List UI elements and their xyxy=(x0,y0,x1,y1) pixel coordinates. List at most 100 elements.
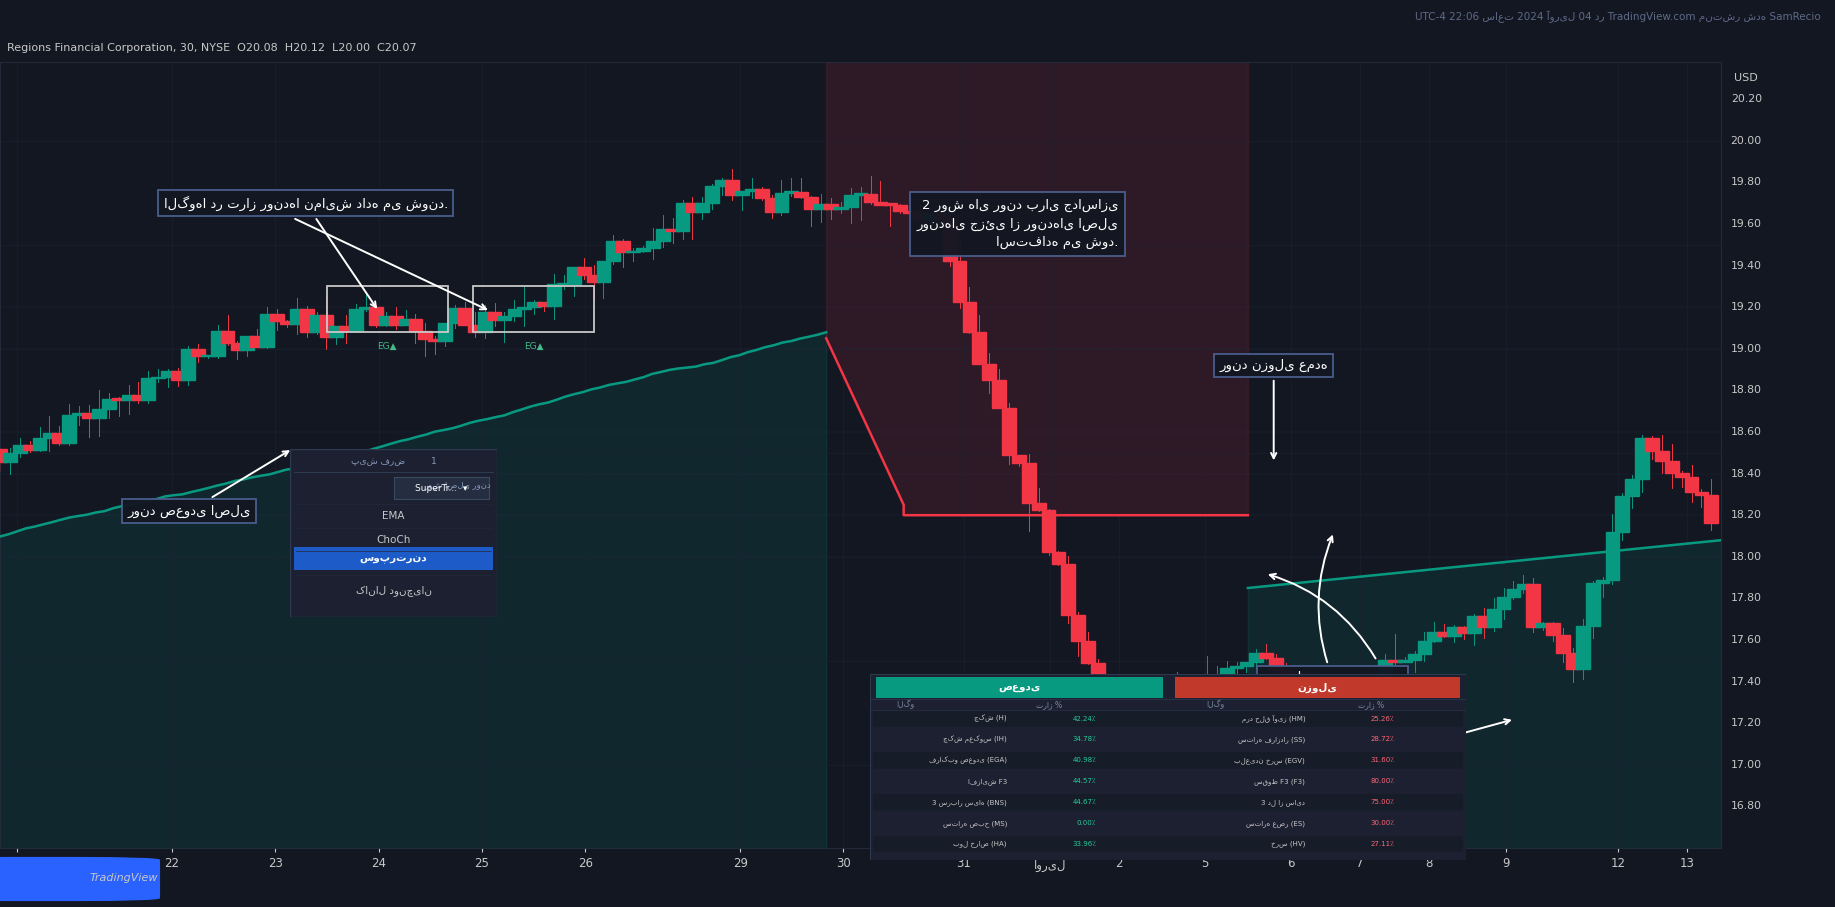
Text: SuperTr...  ▾: SuperTr... ▾ xyxy=(415,484,468,493)
FancyBboxPatch shape xyxy=(873,710,1462,727)
Text: ستاره صبح (MS): ستاره صبح (MS) xyxy=(943,820,1007,826)
Bar xyxy=(132,395,145,400)
Bar xyxy=(1457,628,1472,633)
Bar xyxy=(1428,632,1440,641)
Bar xyxy=(508,309,521,316)
Text: روند صعودی اصلی: روند صعودی اصلی xyxy=(128,451,288,518)
Bar xyxy=(1378,660,1391,678)
Text: 19.60: 19.60 xyxy=(1730,219,1762,229)
Text: 17.20: 17.20 xyxy=(1730,718,1762,728)
Bar xyxy=(1121,717,1134,734)
Bar xyxy=(152,376,165,378)
Bar xyxy=(103,399,116,409)
Bar xyxy=(1387,660,1402,662)
Bar xyxy=(1061,564,1075,615)
FancyBboxPatch shape xyxy=(870,674,1466,860)
Bar xyxy=(1308,677,1323,692)
Text: 40.98٪: 40.98٪ xyxy=(1072,757,1095,764)
Bar xyxy=(1141,713,1154,714)
Bar xyxy=(310,315,323,332)
Bar xyxy=(1191,682,1204,699)
Bar xyxy=(517,307,530,309)
Bar xyxy=(33,438,46,450)
Text: EMA: EMA xyxy=(382,511,406,522)
Bar xyxy=(389,316,402,325)
Bar xyxy=(1002,407,1017,455)
Text: تراز در داشبورد ردیابی
می شود.: تراز در داشبورد ردیابی می شود. xyxy=(1191,719,1510,801)
Bar xyxy=(339,326,352,331)
Bar xyxy=(1200,680,1213,682)
Bar xyxy=(894,205,906,211)
Bar xyxy=(587,275,600,282)
Bar xyxy=(439,323,451,341)
Bar xyxy=(1497,597,1510,609)
Text: 2 روش های روند برای جداسازی
روندهای جزئی از روندهای اصلی
استفاده می شود.: 2 روش های روند برای جداسازی روندهای جزئی… xyxy=(918,199,1119,249)
Bar xyxy=(4,453,17,462)
Text: الگو: الگو xyxy=(1207,700,1224,709)
Text: EG▲: EG▲ xyxy=(523,342,543,351)
Bar xyxy=(1250,653,1262,662)
Bar xyxy=(1448,628,1461,637)
Bar xyxy=(1229,666,1244,668)
Bar xyxy=(92,409,106,418)
Bar xyxy=(1279,670,1294,673)
Bar xyxy=(0,449,7,462)
Bar xyxy=(121,395,136,400)
Bar xyxy=(1536,623,1551,627)
Bar xyxy=(220,331,235,343)
Text: 19.20: 19.20 xyxy=(1730,302,1762,312)
FancyBboxPatch shape xyxy=(0,857,160,902)
Bar xyxy=(646,241,661,248)
Bar xyxy=(655,229,670,241)
Bar xyxy=(398,319,413,325)
Bar xyxy=(1160,687,1174,711)
Text: چکش (H): چکش (H) xyxy=(974,715,1007,722)
FancyBboxPatch shape xyxy=(873,814,1462,832)
Bar xyxy=(349,309,363,331)
Bar xyxy=(1101,684,1116,717)
Bar xyxy=(943,219,956,261)
Bar xyxy=(42,433,57,438)
Bar xyxy=(547,285,562,306)
Bar xyxy=(952,261,967,302)
Bar xyxy=(617,240,629,252)
Bar xyxy=(497,316,512,320)
Bar xyxy=(844,195,857,208)
Bar xyxy=(932,214,947,219)
Bar xyxy=(853,193,868,195)
Bar xyxy=(428,339,442,341)
Text: UTC-4 22:06 ساعت 2024 آوریل 04 در TradingView.com منتشر شده SamRecio: UTC-4 22:06 ساعت 2024 آوریل 04 در Tradin… xyxy=(1415,11,1820,24)
Bar xyxy=(1407,654,1422,659)
Bar xyxy=(1288,673,1303,678)
Bar xyxy=(1556,635,1569,653)
Bar xyxy=(538,302,550,306)
Bar xyxy=(231,343,244,350)
Text: 31.60٪: 31.60٪ xyxy=(1371,757,1395,764)
FancyBboxPatch shape xyxy=(873,794,1462,811)
Bar xyxy=(1626,480,1639,495)
Text: 0.00٪: 0.00٪ xyxy=(1077,820,1095,826)
Bar xyxy=(725,180,740,194)
Text: الگوها در تراز روندها نمایش داده می شوند.: الگوها در تراز روندها نمایش داده می شوند… xyxy=(163,196,448,307)
Bar xyxy=(161,371,174,376)
Bar xyxy=(1329,691,1343,703)
Bar xyxy=(666,229,679,230)
Text: خرس (HV): خرس (HV) xyxy=(1272,841,1305,847)
Bar xyxy=(112,398,125,400)
Bar xyxy=(1110,717,1125,734)
Text: کانال دونچیان: کانال دونچیان xyxy=(356,585,431,596)
Text: 18.60: 18.60 xyxy=(1730,427,1762,437)
FancyBboxPatch shape xyxy=(873,731,1462,747)
Text: 17.00: 17.00 xyxy=(1730,760,1762,770)
Bar xyxy=(1516,584,1530,590)
Bar xyxy=(1031,502,1046,510)
Bar xyxy=(795,192,807,197)
Text: فراکبو صعودی (EGA): فراکبو صعودی (EGA) xyxy=(929,756,1007,764)
Bar xyxy=(240,336,255,350)
FancyBboxPatch shape xyxy=(290,449,497,617)
FancyBboxPatch shape xyxy=(873,752,1462,769)
Bar xyxy=(774,193,789,212)
Text: 75.00٪: 75.00٪ xyxy=(1371,799,1395,805)
Text: تراز %: تراز % xyxy=(1035,700,1062,709)
Bar xyxy=(864,194,877,202)
